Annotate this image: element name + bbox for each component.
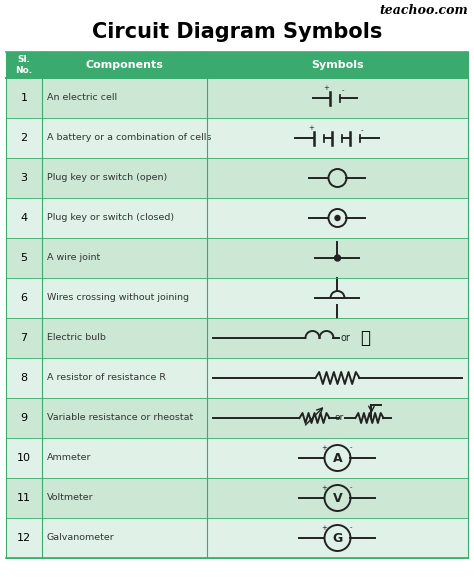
Text: 5: 5 xyxy=(20,253,27,263)
Bar xyxy=(6,318,468,358)
Bar xyxy=(6,118,468,158)
Bar xyxy=(6,198,468,238)
Text: +: + xyxy=(321,444,328,450)
Text: 7: 7 xyxy=(20,333,27,343)
Text: A battery or a combination of cells: A battery or a combination of cells xyxy=(47,134,211,143)
Text: Plug key or switch (open): Plug key or switch (open) xyxy=(47,173,167,183)
Bar xyxy=(6,278,468,318)
Text: 4: 4 xyxy=(20,213,27,223)
Text: +: + xyxy=(321,524,328,531)
Text: 2: 2 xyxy=(20,133,27,143)
Text: 8: 8 xyxy=(20,373,27,383)
Text: V: V xyxy=(333,491,342,505)
Text: A wire joint: A wire joint xyxy=(47,254,100,262)
Text: Electric bulb: Electric bulb xyxy=(47,334,106,343)
Bar xyxy=(6,52,468,78)
Text: -: - xyxy=(349,484,352,491)
Text: -: - xyxy=(341,87,344,94)
Bar xyxy=(6,158,468,198)
Text: A resistor of resistance R: A resistor of resistance R xyxy=(47,373,166,383)
Text: Symbols: Symbols xyxy=(311,60,364,70)
Text: Ammeter: Ammeter xyxy=(47,454,91,462)
Text: 1: 1 xyxy=(20,93,27,103)
Text: Plug key or switch (closed): Plug key or switch (closed) xyxy=(47,213,174,223)
Bar xyxy=(6,438,468,478)
Text: -: - xyxy=(361,128,363,134)
Text: -: - xyxy=(349,524,352,531)
Circle shape xyxy=(335,216,340,220)
Text: An electric cell: An electric cell xyxy=(47,94,117,102)
Bar xyxy=(6,478,468,518)
Text: -: - xyxy=(349,444,352,450)
Text: or: or xyxy=(340,333,350,343)
Text: 💡: 💡 xyxy=(361,329,371,347)
Text: Circuit Diagram Symbols: Circuit Diagram Symbols xyxy=(92,22,382,42)
Text: A: A xyxy=(333,451,342,465)
Circle shape xyxy=(335,255,340,261)
Text: 6: 6 xyxy=(20,293,27,303)
Text: 11: 11 xyxy=(17,493,31,503)
Text: Voltmeter: Voltmeter xyxy=(47,494,94,502)
Text: Sl.
No.: Sl. No. xyxy=(16,55,33,75)
Bar xyxy=(6,518,468,558)
Bar xyxy=(6,398,468,438)
Bar xyxy=(6,238,468,278)
Text: Variable resistance or rheostat: Variable resistance or rheostat xyxy=(47,413,193,423)
Text: G: G xyxy=(332,532,343,544)
Text: teachoo.com: teachoo.com xyxy=(379,4,468,17)
Text: Galvanometer: Galvanometer xyxy=(47,533,115,543)
Text: +: + xyxy=(324,84,329,91)
Text: or: or xyxy=(335,413,344,423)
Text: 10: 10 xyxy=(17,453,31,463)
Text: +: + xyxy=(309,124,315,131)
Text: +: + xyxy=(321,484,328,491)
Bar xyxy=(6,358,468,398)
Text: Components: Components xyxy=(86,60,164,70)
Text: 3: 3 xyxy=(20,173,27,183)
Text: 12: 12 xyxy=(17,533,31,543)
Text: 9: 9 xyxy=(20,413,27,423)
Bar xyxy=(6,78,468,118)
Text: Wires crossing without joining: Wires crossing without joining xyxy=(47,294,189,302)
